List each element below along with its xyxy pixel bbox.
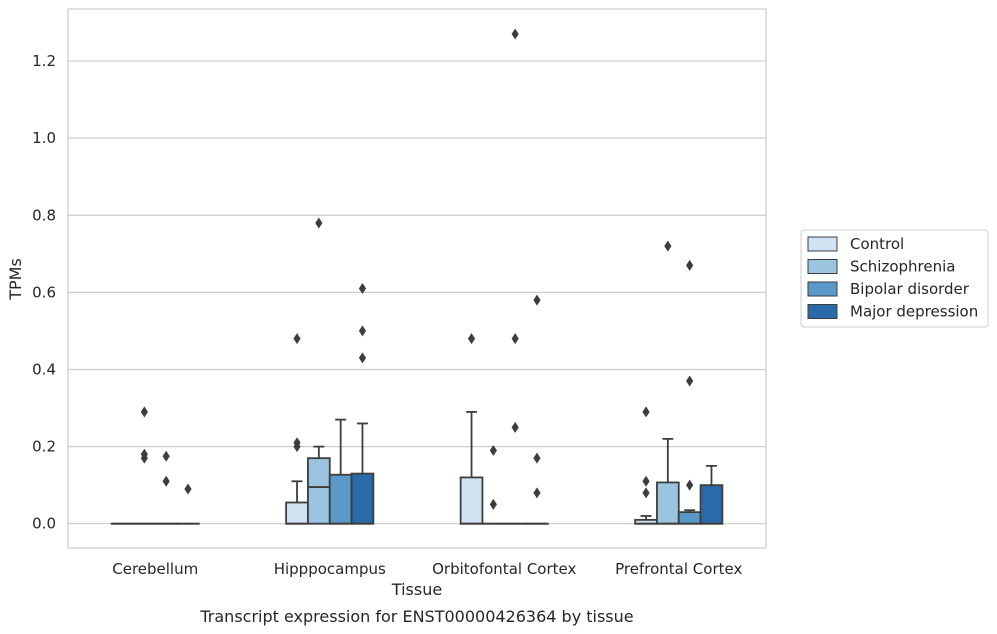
legend-label: Bipolar disorder bbox=[850, 280, 970, 298]
outlier-point bbox=[686, 479, 694, 491]
outlier-point bbox=[140, 406, 148, 418]
x-tick-label: Hipppocampus bbox=[274, 560, 386, 578]
chart-caption: Transcript expression for ENST0000042636… bbox=[199, 607, 633, 626]
legend-swatch bbox=[807, 259, 838, 274]
y-axis-ticks: 0.0 0.2 0.4 0.6 0.8 1.0 1.2 bbox=[32, 52, 56, 533]
legend-label: Schizophrenia bbox=[850, 258, 955, 276]
outlier-point bbox=[315, 217, 323, 229]
y-tick-label: 0.2 bbox=[32, 438, 56, 456]
legend-frame bbox=[800, 229, 989, 328]
legend-item: Schizophrenia bbox=[807, 258, 955, 276]
outlier-point bbox=[533, 487, 541, 499]
grid-lines bbox=[68, 60, 766, 525]
y-tick-label: 0.6 bbox=[32, 283, 56, 301]
y-axis-title: TPMs bbox=[6, 258, 25, 301]
box-body bbox=[350, 472, 375, 525]
box-body bbox=[677, 511, 702, 525]
x-tick-label: Orbitofontal Cortex bbox=[432, 560, 576, 578]
outlier-point bbox=[293, 333, 301, 345]
box-cerebellum-bipolar-disorder bbox=[154, 450, 178, 525]
outlier-point bbox=[511, 421, 519, 433]
box-orbitofontal-cortex-schizophrenia bbox=[481, 444, 506, 525]
outlier-point bbox=[642, 406, 650, 418]
box-body bbox=[285, 501, 309, 525]
y-tick-label: 1.0 bbox=[32, 129, 56, 147]
legend-label: Control bbox=[850, 235, 904, 253]
outlier-point bbox=[642, 475, 650, 487]
box-hipppocampus-bipolar-disorder bbox=[328, 418, 353, 525]
outlier-point bbox=[162, 475, 170, 487]
outlier-point bbox=[358, 352, 367, 364]
box-prefrontal-cortex-bipolar-disorder bbox=[677, 259, 702, 525]
outlier-point bbox=[642, 487, 650, 499]
outlier-point bbox=[511, 28, 519, 40]
box-plots bbox=[110, 28, 724, 525]
box-body bbox=[328, 473, 353, 525]
x-tick-label: Prefrontal Cortex bbox=[615, 560, 742, 578]
outlier-point bbox=[664, 240, 672, 252]
legend-item: Control bbox=[807, 235, 904, 253]
box-orbitofontal-cortex-control bbox=[459, 333, 484, 525]
y-tick-label: 0.8 bbox=[32, 206, 56, 224]
outlier-point bbox=[162, 450, 170, 462]
outlier-point bbox=[184, 483, 192, 495]
legend-swatch bbox=[807, 304, 838, 319]
outlier-point bbox=[686, 259, 694, 271]
y-tick-label: 0.4 bbox=[32, 360, 56, 378]
x-tick-label: Cerebellum bbox=[112, 560, 198, 578]
outlier-point bbox=[533, 294, 541, 306]
legend-swatch bbox=[807, 281, 838, 297]
y-tick-label: 1.2 bbox=[32, 52, 56, 70]
box-prefrontal-cortex-schizophrenia bbox=[656, 240, 680, 525]
box-body bbox=[656, 481, 680, 525]
box-cerebellum-schizophrenia bbox=[132, 406, 157, 525]
box-hipppocampus-major-depression bbox=[350, 283, 375, 525]
legend-label: Major depression bbox=[850, 303, 978, 321]
x-axis-ticks: Cerebellum Hipppocampus Orbitofontal Corte… bbox=[112, 560, 742, 578]
y-tick-label: 0.0 bbox=[32, 515, 56, 533]
outlier-point bbox=[358, 283, 367, 295]
legend: Control Schizophrenia Bipolar disorder Majo… bbox=[800, 229, 989, 328]
legend-item: Major depression bbox=[807, 303, 978, 321]
legend-item: Bipolar disorder bbox=[807, 280, 970, 298]
box-orbitofontal-cortex-major-depression bbox=[525, 294, 549, 525]
box-body bbox=[699, 484, 724, 525]
outlier-point bbox=[467, 333, 476, 345]
outlier-point bbox=[358, 325, 367, 337]
outlier-point bbox=[686, 375, 694, 387]
plot-frame bbox=[67, 8, 767, 549]
outlier-point bbox=[489, 498, 497, 510]
box-hipppocampus-schizophrenia bbox=[307, 217, 331, 525]
box-prefrontal-cortex-control bbox=[634, 406, 658, 525]
box-hipppocampus-control bbox=[285, 333, 309, 525]
outlier-point bbox=[293, 437, 301, 449]
outlier-point bbox=[533, 452, 541, 464]
outlier-point bbox=[140, 448, 148, 460]
outlier-point bbox=[511, 333, 519, 345]
x-axis-title: Tissue bbox=[391, 580, 442, 599]
box-body bbox=[459, 476, 484, 525]
box-body bbox=[307, 457, 331, 525]
legend-swatch bbox=[807, 236, 838, 252]
box-cerebellum-major-depression bbox=[176, 483, 200, 525]
box-orbitofontal-cortex-bipolar-disorder bbox=[503, 28, 527, 525]
box-prefrontal-cortex-major-depression bbox=[699, 464, 724, 525]
outlier-point bbox=[489, 444, 497, 456]
